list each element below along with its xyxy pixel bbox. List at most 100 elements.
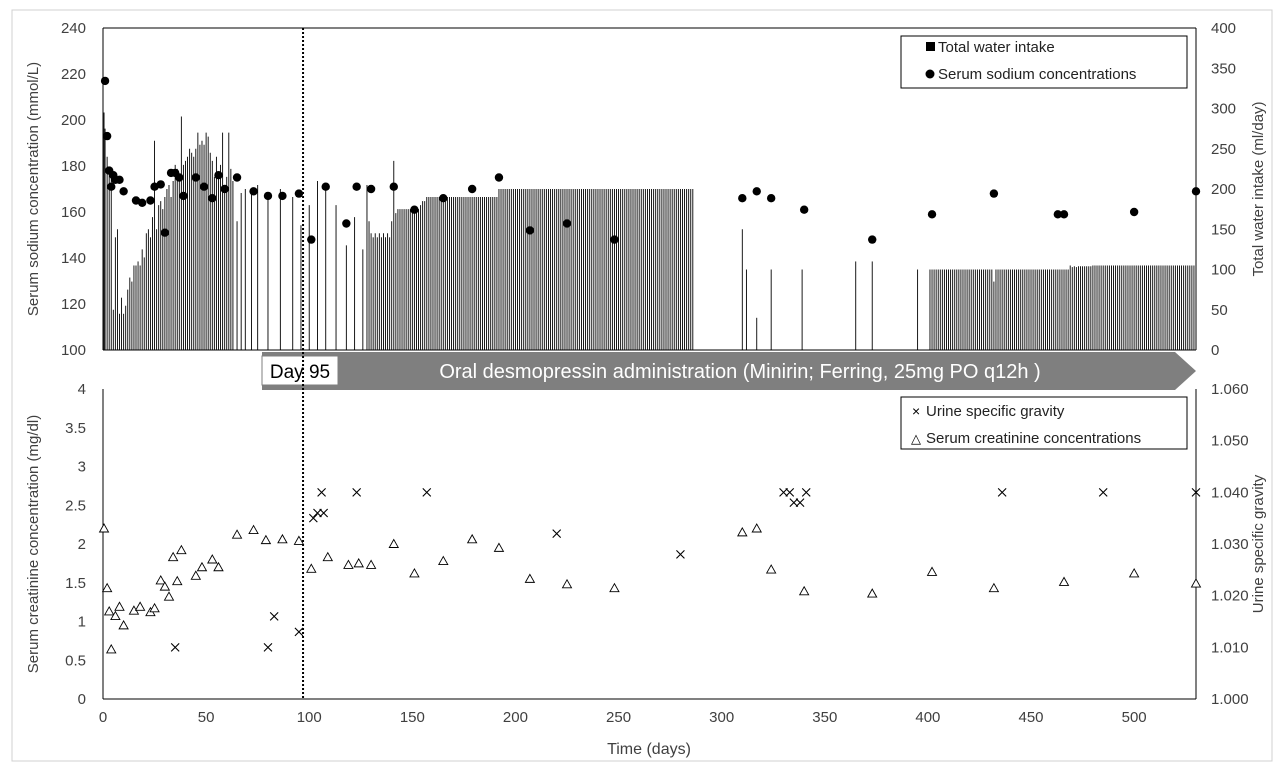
bottom-left-axis-label: Serum creatinine concentration (mg/dl): [25, 415, 42, 673]
creatinine-point: [110, 610, 121, 621]
sodium-point: [1059, 210, 1069, 219]
bottom-left-tick-label: 0: [78, 691, 86, 708]
urine-gravity-point: [801, 487, 811, 497]
top-right-tick-label: 50: [1211, 302, 1228, 319]
sodium-point: [752, 187, 761, 196]
top-right-tick-labels: 0 50 100 150 200 250 300 350 400: [1211, 20, 1236, 359]
urine-gravity-point: [319, 508, 329, 518]
bottom-right-tick-label: 1.050: [1211, 433, 1249, 450]
sodium-point: [321, 182, 330, 191]
sodium-point: [115, 175, 124, 184]
sodium-point: [389, 182, 398, 191]
sodium-point: [100, 76, 110, 86]
sodium-point: [766, 194, 776, 203]
sodium-point: [352, 182, 361, 191]
creatinine-point: [988, 582, 1000, 593]
creatinine-point: [260, 534, 272, 545]
bottom-right-tick-label: 1.040: [1211, 484, 1249, 501]
creatinine-point: [322, 551, 334, 562]
creatinine-point: [524, 573, 536, 583]
top-left-tick-label: 140: [61, 250, 86, 267]
sodium-point: [439, 194, 448, 203]
sodium-point: [191, 173, 201, 182]
sodium-point: [146, 196, 155, 205]
desmopressin-arrow: Day 95 Oral desmopressin administration …: [261, 352, 1196, 390]
sodium-point: [278, 191, 287, 201]
top-left-tick-label: 240: [61, 20, 86, 37]
bottom-left-tick-label: 4: [78, 381, 86, 398]
creatinine-point: [293, 535, 305, 545]
bottom-right-tick-label: 1.060: [1211, 381, 1249, 398]
x-tick-label: 350: [812, 709, 837, 726]
creatinine-point: [751, 523, 763, 533]
top-right-tick-label: 0: [1211, 342, 1219, 359]
sodium-point: [214, 171, 223, 180]
creatinine-point: [609, 582, 620, 593]
top-right-axis-label: Total water intake (ml/day): [1250, 101, 1267, 276]
bottom-right-tick-label: 1.000: [1211, 691, 1249, 708]
sodium-point: [137, 198, 147, 207]
creatinine-point: [866, 588, 878, 598]
day95-label-box: [261, 355, 339, 386]
creatinine-point: [343, 559, 354, 569]
creatinine-point: [171, 575, 183, 586]
urine-gravity-point: [1191, 487, 1201, 497]
creatinine-point: [561, 578, 573, 589]
creatinine-point: [1058, 576, 1070, 586]
urine-gravity-point: [269, 611, 279, 621]
bottom-left-tick-labels: 0 0.5 1 1.5 2 2.5 3 3.5 4: [65, 381, 86, 708]
bottom-legend-box: [900, 396, 1188, 450]
urine-gravity-point: [997, 487, 1007, 497]
sodium-point: [175, 173, 184, 182]
creatinine-point: [926, 566, 938, 576]
creatinine-point: [765, 564, 777, 574]
creatinine-point: [190, 570, 202, 580]
creatinine-point: [118, 619, 129, 630]
top-left-tick-label: 200: [61, 112, 86, 129]
bottom-left-tick-label: 3: [78, 459, 86, 476]
sodium-point: [160, 228, 170, 237]
top-panel: 100 120 140 160 180 200 220 240 0 50 100 150 200 250…: [25, 20, 1267, 359]
legend-label-urine-gravity: Urine specific gravity: [926, 403, 1065, 420]
top-left-tick-label: 220: [61, 66, 86, 83]
urine-gravity-point: [317, 487, 326, 497]
urine-gravity-point: [795, 498, 805, 508]
urine-gravity-point: [1098, 487, 1108, 497]
urine-gravity-point: [263, 642, 273, 652]
creatinine-points: [98, 523, 1202, 654]
creatinine-point: [306, 563, 317, 573]
sodium-point: [179, 191, 188, 201]
x-tick-label: 0: [99, 709, 107, 726]
x-tick-label: 150: [400, 709, 425, 726]
urine-gravity-point: [308, 513, 318, 523]
top-right-tick-label: 400: [1211, 20, 1236, 37]
creatinine-point: [438, 555, 449, 565]
urine-gravity-point: [352, 487, 362, 497]
sodium-point: [989, 189, 999, 198]
x-tick-label: 250: [606, 709, 631, 726]
x-tick-label: 50: [198, 709, 215, 726]
sodium-point: [366, 184, 376, 194]
sodium-point: [927, 210, 937, 219]
sodium-point: [107, 182, 116, 191]
top-right-tick-label: 300: [1211, 101, 1236, 118]
sodium-point: [868, 235, 877, 244]
x-tick-label: 400: [915, 709, 940, 726]
creatinine-point: [149, 602, 160, 613]
legend-label-water-intake: Total water intake: [938, 39, 1055, 56]
creatinine-point: [155, 575, 167, 585]
creatinine-point: [1128, 568, 1140, 578]
top-left-tick-label: 160: [61, 204, 86, 221]
sodium-point: [199, 182, 209, 191]
legend-label-creatinine: Serum creatinine concentrations: [926, 430, 1141, 447]
creatinine-point: [409, 568, 420, 578]
top-legend-box: [900, 35, 1188, 89]
top-right-tick-label: 200: [1211, 181, 1236, 198]
sodium-point: [307, 235, 316, 244]
top-right-tick-label: 250: [1211, 141, 1236, 158]
urine-gravity-point: [676, 549, 685, 559]
bottom-left-tick-label: 3.5: [65, 420, 86, 437]
legend-marker-water-intake: [926, 42, 935, 51]
sodium-point: [102, 131, 112, 141]
